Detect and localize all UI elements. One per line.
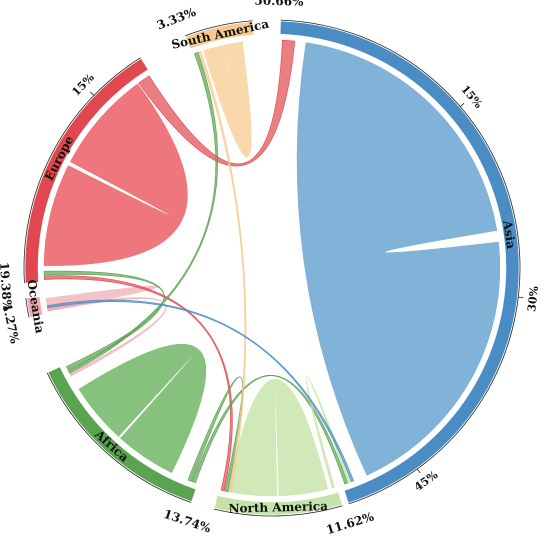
self-ribbon-africa [78, 343, 207, 474]
ribbons-layer [43, 39, 501, 497]
self-ribbon-asia [296, 42, 501, 476]
self-ribbon-europe [43, 83, 188, 266]
arc-outline-south-america [185, 20, 253, 37]
arc-asia [279, 20, 520, 504]
group-label-oceania: Oceania [24, 279, 47, 335]
tick-label-asia-0: 15% [458, 83, 485, 111]
percent-label-south-america: 3.33% [155, 5, 199, 33]
arc-south-america [185, 21, 254, 50]
group-label-asia: Asia [500, 219, 518, 250]
percent-label-africa: 13.74% [162, 507, 213, 536]
arc-africa [47, 366, 197, 502]
cross-ribbon-africa-to-north-america [187, 376, 244, 493]
tick-europe-0 [90, 91, 95, 96]
tick-label-asia-1: 30% [525, 285, 541, 313]
tick-asia-0 [459, 102, 465, 107]
cross-ribbon-asia-to-oceania [46, 299, 355, 483]
self-ribbon-north-america [227, 379, 329, 497]
tick-asia-2 [417, 468, 421, 474]
arc-north-america [214, 492, 343, 516]
cross-ribbon-south-america-to-north-america [198, 50, 247, 493]
arc-oceania [26, 296, 43, 318]
arc-europe [24, 58, 149, 284]
arcs-layer [23, 19, 521, 517]
cross-ribbon-africa-to-asia [192, 375, 349, 485]
arc-outline-asia [280, 19, 521, 505]
tick-label-asia-2: 45% [412, 468, 441, 494]
cross-ribbon-europe-to-asia [138, 39, 296, 167]
percent-label-europe: 19.38% [0, 262, 14, 312]
tick-asia-1 [518, 296, 524, 299]
group-label-north-america: North America [228, 499, 328, 516]
arc-outline-africa [46, 372, 192, 503]
cross-ribbon-north-america-to-asia [305, 376, 352, 489]
arc-outline-north-america [214, 505, 343, 517]
cross-ribbon-africa-to-south-america [68, 51, 219, 374]
arc-outline-europe [23, 57, 141, 284]
arc-outline-oceania [25, 298, 30, 318]
percent-label-asia: 50.66% [254, 0, 304, 9]
self-ribbon-south-america [202, 41, 252, 158]
percent-label-north-america: 11.62% [325, 509, 377, 536]
